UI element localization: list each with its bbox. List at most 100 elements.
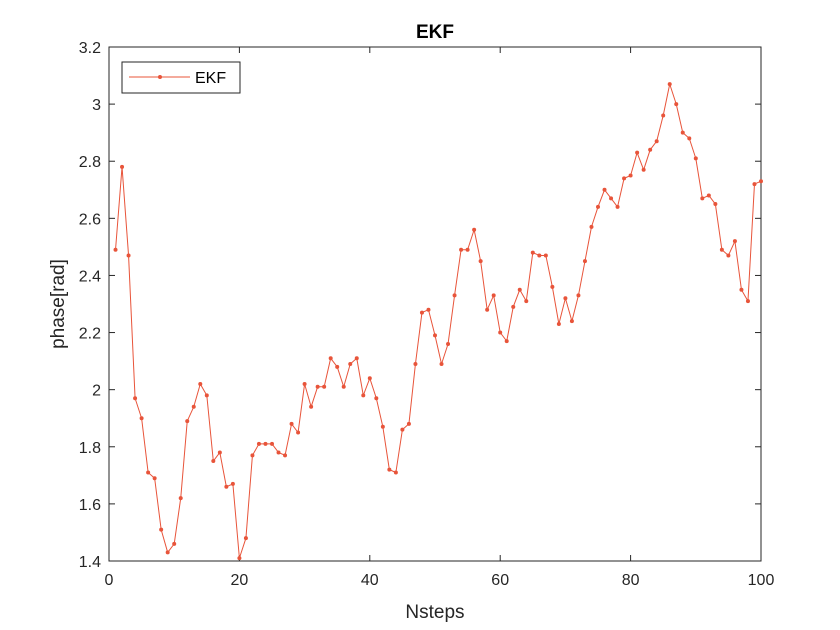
x-tick-label: 60	[491, 572, 509, 589]
data-point	[296, 430, 301, 435]
data-point	[152, 476, 157, 481]
data-point	[178, 496, 183, 501]
data-point	[413, 361, 418, 366]
y-tick-label: 2.8	[79, 154, 101, 171]
data-point	[256, 441, 261, 446]
x-tick-label: 0	[105, 572, 114, 589]
data-point	[472, 227, 477, 232]
data-point	[615, 204, 620, 209]
data-point	[198, 381, 203, 386]
data-point	[283, 453, 288, 458]
data-point	[289, 421, 294, 426]
legend-entry-label: EKF	[195, 70, 226, 87]
y-axis: 1.4 1.6 1.8 2 2.2 2.4 2.6 2.8 3 3.2	[79, 40, 761, 571]
data-point	[485, 307, 490, 312]
y-axis-label: phase[rad]	[48, 259, 69, 349]
data-point	[478, 259, 483, 264]
data-point	[446, 341, 451, 346]
data-point	[309, 404, 314, 409]
data-point	[719, 247, 724, 252]
data-point	[263, 441, 268, 446]
data-point	[459, 247, 464, 252]
data-point	[667, 82, 672, 87]
data-point	[745, 299, 750, 304]
data-point	[576, 293, 581, 298]
chart-title: EKF	[416, 22, 454, 43]
y-tick-label: 1.8	[79, 440, 101, 457]
data-point	[713, 202, 718, 207]
data-point	[276, 450, 281, 455]
data-point	[661, 113, 666, 118]
data-point	[550, 284, 555, 289]
data-point	[406, 421, 411, 426]
data-point	[419, 310, 424, 315]
data-point	[556, 321, 561, 326]
data-point	[133, 396, 138, 401]
x-axis: 0 20 40 60 80 100	[105, 47, 775, 589]
y-tick-label: 2.6	[79, 211, 101, 228]
data-point	[126, 253, 131, 258]
data-point	[328, 356, 333, 361]
data-point	[426, 307, 431, 312]
data-point	[433, 333, 437, 338]
data-point	[165, 550, 170, 555]
data-point	[524, 299, 529, 304]
y-tick-label: 2.4	[79, 268, 101, 285]
x-tick-label: 40	[361, 572, 379, 589]
data-point	[700, 196, 705, 201]
data-point	[752, 182, 757, 187]
data-point	[224, 484, 229, 489]
data-point	[354, 356, 359, 361]
x-tick-label: 20	[231, 572, 249, 589]
data-point	[504, 339, 509, 344]
data-point	[191, 404, 196, 409]
data-point	[622, 176, 627, 181]
data-point	[211, 459, 216, 464]
data-point	[654, 139, 659, 144]
data-point	[302, 381, 307, 386]
y-tick-label: 2.2	[79, 326, 101, 343]
data-point	[380, 424, 385, 429]
data-point	[374, 396, 379, 401]
data-point	[159, 527, 164, 532]
data-point	[537, 253, 542, 258]
data-point	[680, 130, 685, 135]
data-point	[204, 393, 209, 398]
x-axis-label: Nsteps	[405, 602, 464, 623]
data-point	[687, 136, 692, 141]
data-point	[335, 364, 340, 369]
data-point	[367, 376, 372, 381]
data-point	[315, 384, 320, 389]
data-point	[498, 330, 503, 335]
y-tick-label: 1.6	[79, 497, 101, 514]
x-tick-label: 80	[622, 572, 640, 589]
data-point	[628, 173, 633, 178]
data-point	[602, 187, 607, 192]
data-point	[530, 250, 535, 255]
x-tick-label: 100	[748, 572, 775, 589]
data-point	[230, 481, 235, 486]
data-point	[759, 179, 763, 184]
data-point	[582, 259, 587, 264]
data-point	[217, 450, 222, 455]
data-point	[120, 164, 125, 169]
plot-area	[108, 46, 762, 562]
data-point	[511, 304, 516, 309]
data-point	[739, 287, 744, 292]
data-point	[452, 293, 457, 298]
data-point	[237, 556, 242, 561]
data-point	[635, 150, 640, 155]
data-point	[185, 419, 190, 424]
data-point	[270, 441, 274, 446]
data-point	[341, 384, 346, 389]
data-point	[726, 253, 731, 258]
data-point	[439, 361, 444, 366]
data-point	[517, 287, 522, 292]
data-point	[563, 296, 568, 301]
data-point	[146, 470, 151, 475]
data-point	[322, 384, 327, 389]
data-point	[674, 102, 679, 107]
data-point	[172, 541, 177, 546]
legend: EKF	[121, 61, 241, 94]
